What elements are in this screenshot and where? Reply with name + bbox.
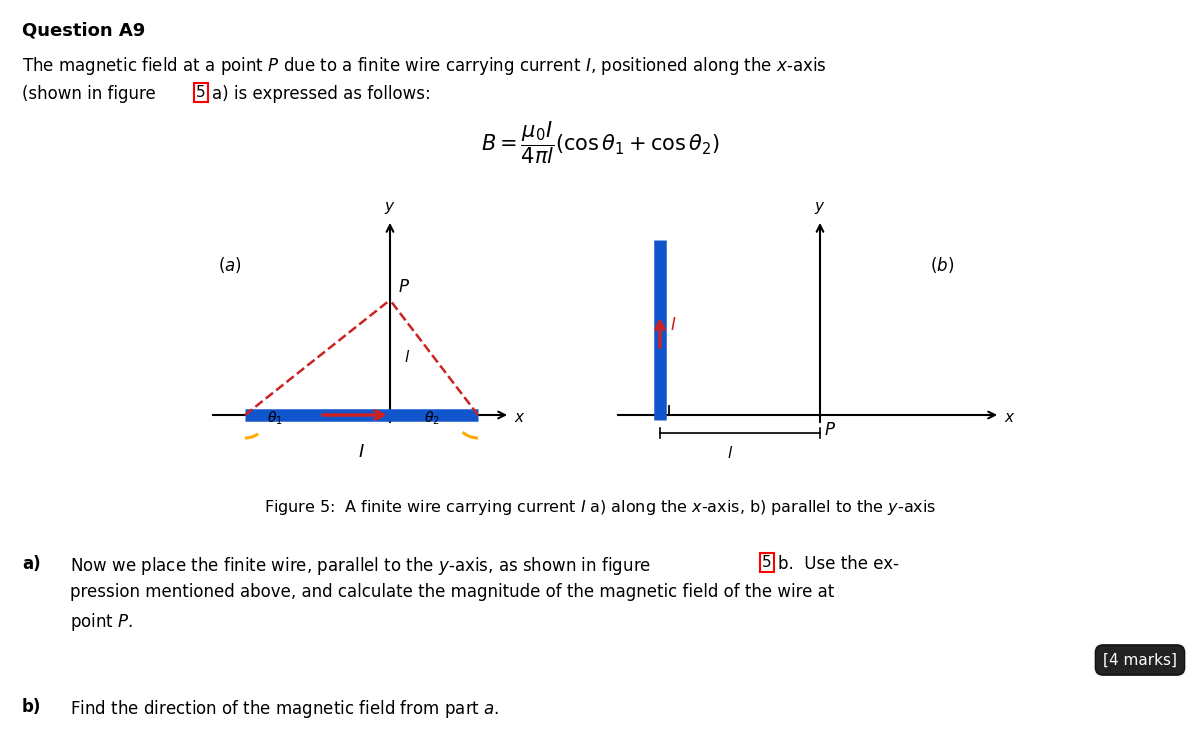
Text: $B = \dfrac{\mu_0 I}{4\pi l}(\cos\theta_1 + \cos\theta_2)$: $B = \dfrac{\mu_0 I}{4\pi l}(\cos\theta_… [481,120,719,166]
Text: a) is expressed as follows:: a) is expressed as follows: [212,85,431,103]
Text: [4 marks]: [4 marks] [1103,653,1177,667]
Text: $y$: $y$ [384,200,396,216]
Text: (shown in figure: (shown in figure [22,85,161,103]
Text: pression mentioned above, and calculate the magnitude of the magnetic field of t: pression mentioned above, and calculate … [70,583,834,601]
Text: $I$: $I$ [670,316,677,334]
Text: Question A9: Question A9 [22,22,145,40]
Text: $x$: $x$ [1004,410,1015,426]
Text: Find the direction of the magnetic field from part $a$.: Find the direction of the magnetic field… [70,698,499,720]
Text: Now we place the finite wire, parallel to the $y$-axis, as shown in figure: Now we place the finite wire, parallel t… [70,555,652,577]
Text: $I$: $I$ [358,443,365,461]
Text: $x$: $x$ [514,410,526,426]
Text: point $P$.: point $P$. [70,611,133,633]
Text: The magnetic field at a point $P$ due to a finite wire carrying current $I$, pos: The magnetic field at a point $P$ due to… [22,55,827,77]
Text: b): b) [22,698,41,716]
Text: Figure 5:  A finite wire carrying current $I$ a) along the $x$-axis, b) parallel: Figure 5: A finite wire carrying current… [264,498,936,517]
Text: $l$: $l$ [404,350,410,366]
Text: $(b)$: $(b)$ [930,255,954,275]
Text: $l$: $l$ [727,445,733,461]
Text: a): a) [22,555,41,573]
Text: 5: 5 [762,555,772,570]
Text: $P$: $P$ [398,278,410,296]
Text: 5: 5 [196,85,205,100]
Text: $P$: $P$ [824,421,836,439]
Text: $(a)$: $(a)$ [218,255,241,275]
Text: $\theta_2$: $\theta_2$ [425,410,440,427]
Text: $\theta_1$: $\theta_1$ [266,410,283,427]
Text: $y$: $y$ [815,200,826,216]
Text: b.  Use the ex-: b. Use the ex- [778,555,899,573]
